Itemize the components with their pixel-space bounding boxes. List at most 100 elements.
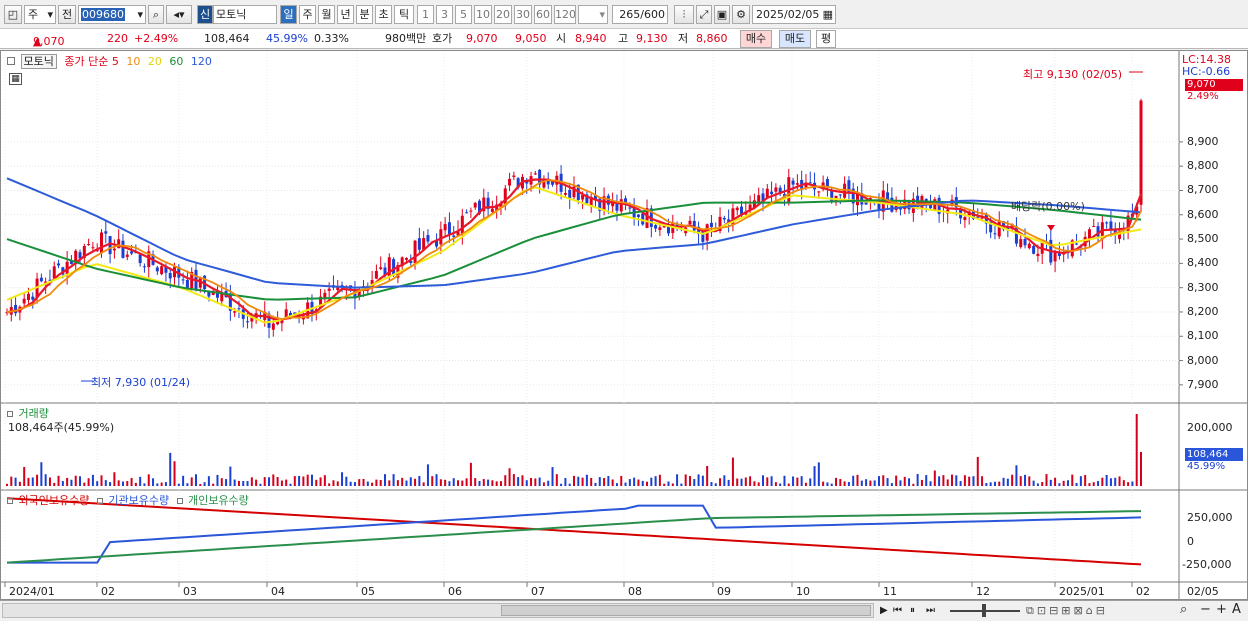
volume-bar xyxy=(285,479,288,486)
candle-body xyxy=(538,169,542,185)
font-size-icon[interactable]: A xyxy=(1232,602,1241,617)
stock-name-field[interactable]: 모토닉 xyxy=(213,5,277,24)
bar-count-field[interactable]: 265/600 xyxy=(612,5,668,24)
candle-body xyxy=(203,275,207,290)
rewind-icon[interactable]: ⏮ xyxy=(893,605,902,616)
candle-body xyxy=(551,181,555,185)
interval-120[interactable]: 120 xyxy=(554,5,576,24)
date-field[interactable]: 2025/02/05 ▦ xyxy=(752,5,836,24)
candle-body xyxy=(383,267,387,275)
chevron-down-icon: ▾ xyxy=(137,8,143,21)
interval-5[interactable]: 5 xyxy=(455,5,472,24)
volume-bar xyxy=(452,478,455,486)
candle-body xyxy=(69,260,73,264)
candle-body xyxy=(460,215,464,234)
forward-icon[interactable]: ⏭ xyxy=(926,605,935,616)
interval-20[interactable]: 20 xyxy=(494,5,512,24)
market-select[interactable]: 주 ▾ xyxy=(24,5,56,24)
zoom-out-icon[interactable]: − xyxy=(1200,602,1211,617)
save-icon[interactable]: ▣ xyxy=(714,5,730,24)
play-icon[interactable]: ▶ xyxy=(880,605,888,616)
calendar-icon[interactable]: ▦ xyxy=(822,8,833,21)
chart-canvas[interactable] xyxy=(1,51,1247,599)
candle-body xyxy=(233,311,237,313)
grid-toggle-icon[interactable]: ▦ xyxy=(9,73,22,85)
volume-bar xyxy=(946,479,949,486)
volume-bar xyxy=(444,479,447,486)
draw-tool-icon[interactable]: ⤢ xyxy=(696,5,712,24)
tab-period-tick[interactable]: 틱 xyxy=(394,5,414,24)
tab-period-day[interactable]: 일 xyxy=(280,5,297,24)
interval-1[interactable]: 1 xyxy=(417,5,434,24)
volume-bar xyxy=(585,474,588,486)
candle-body xyxy=(400,257,404,267)
scrollbar-track[interactable] xyxy=(2,603,874,618)
volume-bar xyxy=(53,482,56,486)
volume-bar xyxy=(521,475,524,486)
stock-code-input[interactable]: 009680 ▾ xyxy=(78,5,146,24)
candle-body xyxy=(392,259,396,276)
tab-period-month[interactable]: 월 xyxy=(318,5,335,24)
candle-body xyxy=(1023,238,1027,246)
candle-body xyxy=(757,195,761,203)
candle-body xyxy=(1092,226,1096,228)
volume-bar xyxy=(306,474,309,486)
candle-body xyxy=(886,192,890,201)
volume-bar xyxy=(143,483,146,486)
candle-body xyxy=(795,183,799,185)
volume-bar xyxy=(1092,482,1095,486)
zoom-slider-handle[interactable] xyxy=(982,604,986,617)
candle-body xyxy=(147,251,151,268)
eval-button[interactable]: 평 xyxy=(816,30,836,48)
volume-bar xyxy=(869,480,872,486)
candle-body xyxy=(138,254,142,264)
buy-button[interactable]: 매수 xyxy=(740,30,772,48)
sell-button[interactable]: 매도 xyxy=(779,30,811,48)
candle-body xyxy=(142,266,146,268)
volume-bar xyxy=(757,482,760,486)
interval-select[interactable]: ▾ xyxy=(578,5,608,24)
open-label: 시 xyxy=(556,32,567,45)
panel-menu-icon[interactable] xyxy=(7,498,13,504)
volume-bar xyxy=(229,466,232,486)
tab-period-second[interactable]: 초 xyxy=(375,5,392,24)
volume-value: 108,464 xyxy=(204,32,250,45)
tab-period-minute[interactable]: 분 xyxy=(356,5,373,24)
volume-bar xyxy=(800,476,803,486)
volume-bar xyxy=(512,474,515,486)
lc-label: LC:14.38 xyxy=(1182,53,1232,66)
pause-icon[interactable]: ⏸ xyxy=(910,605,915,616)
volume-bar xyxy=(1028,476,1031,486)
current-price-value: 9,070 xyxy=(33,35,65,48)
interval-3[interactable]: 3 xyxy=(436,5,453,24)
interval-10[interactable]: 10 xyxy=(474,5,492,24)
speaker-icon[interactable]: ◂▾ xyxy=(166,5,192,24)
window-icon[interactable]: ◰ xyxy=(4,5,22,24)
interval-60[interactable]: 60 xyxy=(534,5,552,24)
chart-area[interactable]: 모토닉 종가 단순 5 10 20 60 120 ▦ 최고 9,130 (02/… xyxy=(0,50,1248,600)
panel-menu-icon[interactable] xyxy=(96,498,103,504)
tab-period-year[interactable]: 년 xyxy=(337,5,354,24)
candle-body xyxy=(426,235,430,242)
main-toolbar: ◰ 주 ▾ 전 009680 ▾ ⌕ ◂▾ 신 모토닉 일 주 월 년 분 초 틱… xyxy=(0,0,1248,29)
candle-body xyxy=(228,293,232,311)
zoom-search-icon[interactable]: ⌕ xyxy=(1180,602,1188,617)
candle-type-icon[interactable]: ⫶ xyxy=(674,5,694,24)
scrollbar-thumb[interactable] xyxy=(501,605,871,616)
zoom-in-icon[interactable]: + xyxy=(1216,602,1227,617)
volume-bar xyxy=(697,474,700,486)
panel-menu-icon[interactable] xyxy=(176,498,183,504)
panel-menu-icon[interactable] xyxy=(7,411,13,417)
prev-button[interactable]: 전 xyxy=(58,5,76,24)
volume-bar xyxy=(598,477,601,486)
interval-30[interactable]: 30 xyxy=(514,5,532,24)
gear-icon[interactable]: ⚙ xyxy=(732,5,750,24)
volume-bar xyxy=(641,480,644,486)
search-icon[interactable]: ⌕ xyxy=(148,5,164,24)
tab-period-week[interactable]: 주 xyxy=(299,5,316,24)
panel-menu-icon[interactable] xyxy=(7,57,15,65)
hc-label: HC:-0.66 xyxy=(1182,65,1231,78)
layout-tool-icons[interactable]: ⧉⊡⊟⊞⊠⌂⊟ xyxy=(1026,604,1108,617)
volume-bar xyxy=(491,480,494,486)
candle-body xyxy=(495,204,499,212)
